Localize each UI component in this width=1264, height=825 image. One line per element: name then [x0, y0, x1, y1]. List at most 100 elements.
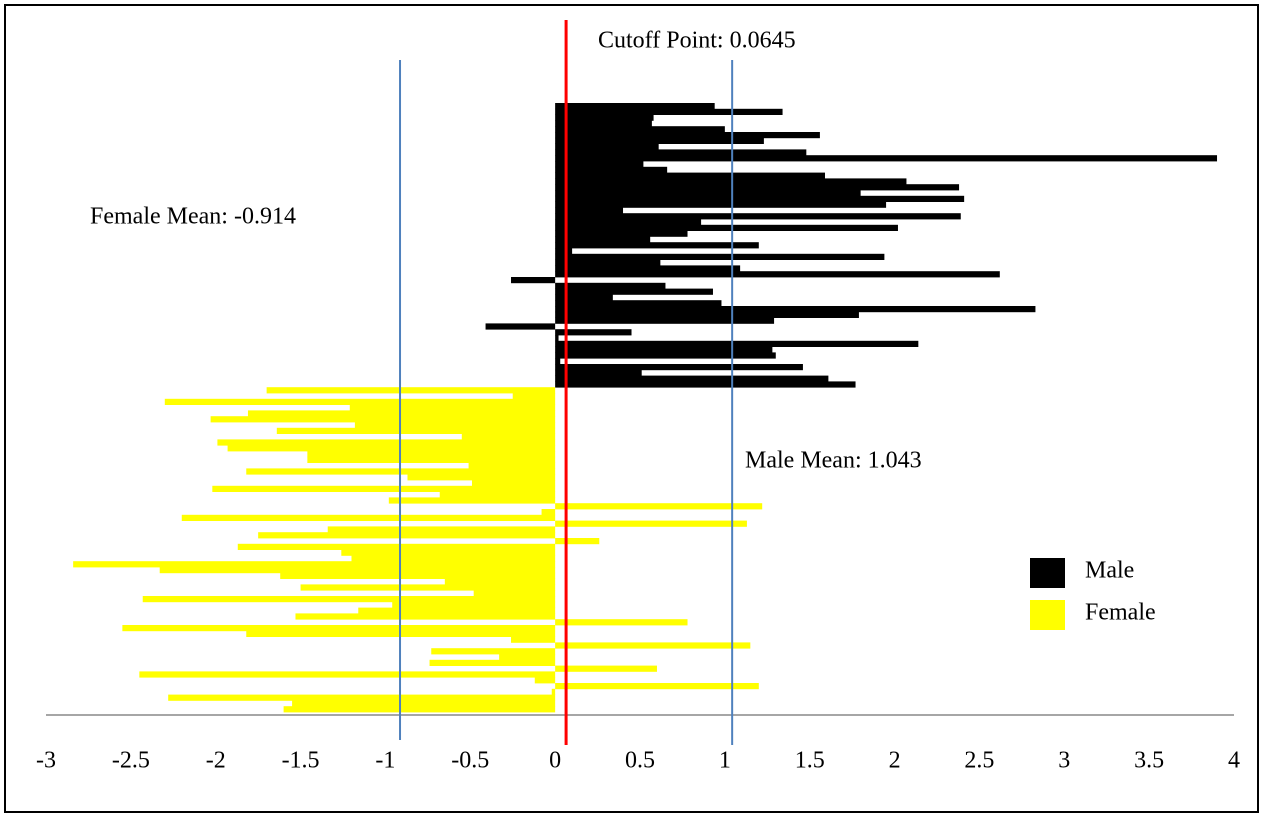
- bar: [555, 207, 624, 214]
- bar: [555, 282, 666, 289]
- bar: [555, 288, 713, 295]
- bar: [555, 219, 702, 226]
- bar: [555, 538, 600, 545]
- bar: [555, 172, 825, 179]
- x-tick-label: 3.5: [1134, 748, 1164, 774]
- bar: [439, 491, 556, 498]
- bar: [354, 422, 556, 429]
- bar: [555, 369, 642, 376]
- bar: [555, 306, 1036, 313]
- x-tick-label: -2: [206, 748, 226, 774]
- bar: [266, 387, 556, 394]
- legend-swatch: [1030, 558, 1065, 588]
- bar: [555, 375, 829, 382]
- bar: [555, 503, 763, 510]
- legend-swatch: [1030, 600, 1065, 630]
- bar: [555, 114, 654, 121]
- x-tick-label: 2: [889, 748, 901, 774]
- bar: [541, 509, 556, 516]
- bar: [159, 567, 556, 574]
- bar: [511, 277, 556, 284]
- x-tick-label: 3: [1058, 748, 1070, 774]
- bar: [485, 323, 556, 330]
- bar: [555, 120, 652, 127]
- bar: [351, 555, 556, 562]
- bar: [555, 271, 1000, 278]
- bar: [168, 694, 556, 701]
- bar: [555, 132, 820, 139]
- bar: [555, 311, 859, 318]
- annotation: Cutoff Point: 0.0645: [598, 28, 796, 54]
- bar: [555, 317, 775, 324]
- bar: [511, 636, 556, 643]
- bar: [139, 671, 556, 678]
- bar: [555, 213, 961, 220]
- bar: [512, 393, 556, 400]
- bar: [181, 514, 556, 521]
- bar: [555, 520, 747, 527]
- bar: [471, 480, 556, 487]
- bar: [327, 526, 556, 533]
- x-tick-label: 1: [719, 748, 731, 774]
- x-tick-label: 4: [1228, 748, 1240, 774]
- bar: [295, 613, 556, 620]
- bar: [247, 410, 556, 417]
- annotation: Male Mean: 1.043: [745, 448, 922, 474]
- bar: [307, 456, 556, 463]
- bar: [555, 224, 898, 231]
- bar: [555, 259, 661, 266]
- legend-label: Female: [1085, 600, 1156, 626]
- annotation: Female Mean: -0.914: [90, 204, 296, 230]
- bar: [555, 236, 651, 243]
- legend-label: Male: [1085, 558, 1134, 584]
- bar: [300, 584, 556, 591]
- bar: [555, 619, 688, 626]
- bar: [237, 543, 556, 550]
- bar: [227, 445, 556, 452]
- bar: [392, 601, 556, 608]
- bar: [555, 265, 741, 272]
- bar: [407, 474, 556, 481]
- bar: [349, 404, 556, 411]
- bar: [551, 688, 556, 695]
- bar: [555, 195, 965, 202]
- bar: [555, 381, 856, 388]
- bar: [388, 497, 556, 504]
- bar: [555, 230, 688, 237]
- bar: [217, 439, 556, 446]
- bar: [473, 590, 556, 597]
- x-tick-label: -2.5: [112, 748, 150, 774]
- bar: [358, 607, 556, 614]
- bar: [468, 462, 556, 469]
- bar: [555, 329, 632, 336]
- bar: [555, 364, 803, 371]
- bar: [555, 665, 657, 672]
- bar: [555, 352, 776, 359]
- x-tick-label: -0.5: [451, 748, 489, 774]
- bar: [555, 253, 885, 260]
- bar: [164, 398, 556, 405]
- bar: [555, 642, 751, 649]
- bar: [499, 654, 556, 661]
- bar: [212, 485, 556, 492]
- bar: [555, 126, 725, 133]
- bar: [431, 648, 556, 655]
- bar: [258, 532, 556, 539]
- bar: [73, 561, 556, 568]
- bar: [341, 549, 556, 556]
- bar: [555, 190, 861, 197]
- bar: [555, 155, 1218, 162]
- bar: [555, 161, 644, 168]
- bar: [429, 659, 556, 666]
- bar: [555, 201, 887, 208]
- x-tick-label: 0: [549, 748, 561, 774]
- bar: [444, 578, 556, 585]
- bar: [555, 108, 783, 115]
- bar: [555, 149, 807, 156]
- bar: [534, 677, 556, 684]
- bar: [555, 248, 573, 255]
- bar: [555, 300, 722, 307]
- x-tick-label: 0.5: [625, 748, 655, 774]
- bar: [307, 451, 556, 458]
